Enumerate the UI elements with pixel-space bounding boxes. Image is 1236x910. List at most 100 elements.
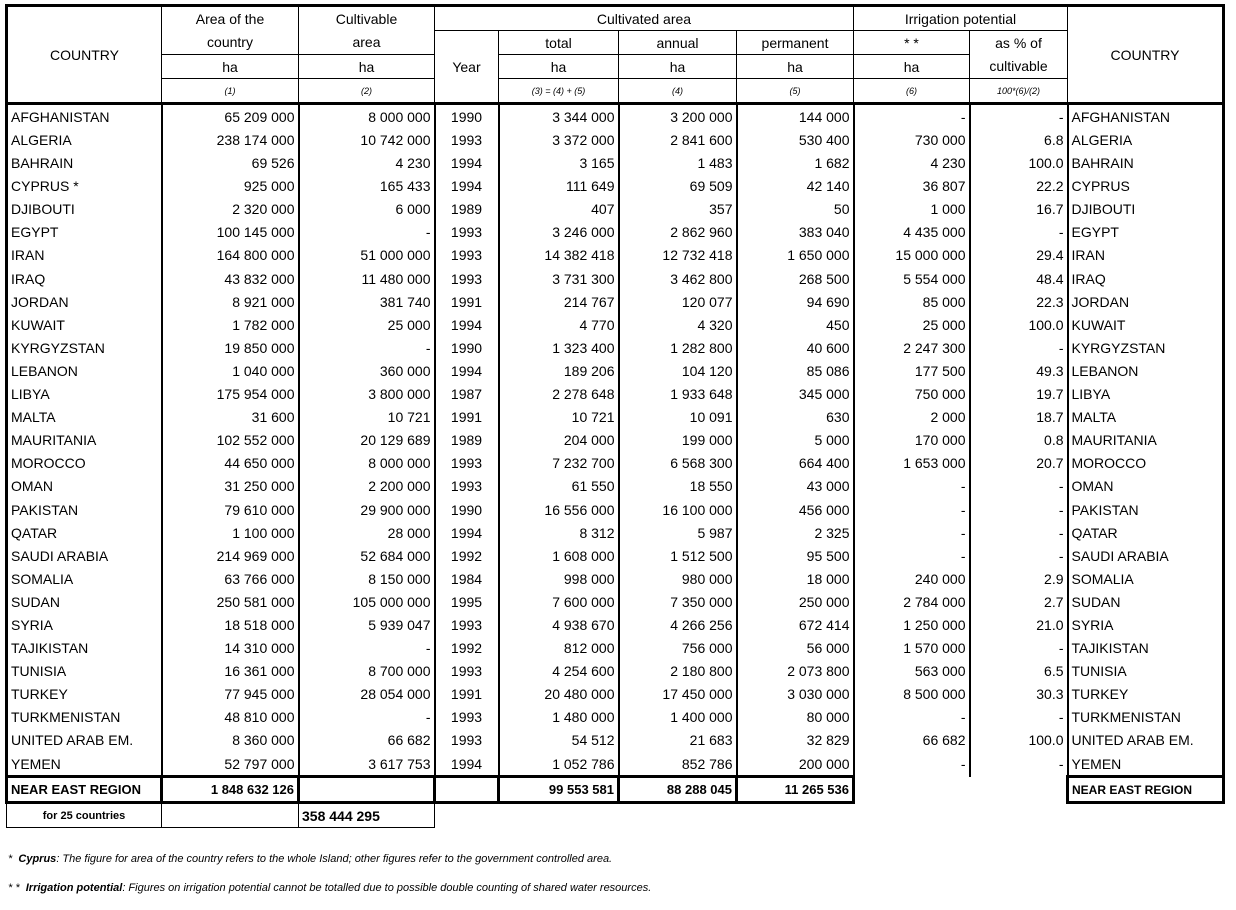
cell-total: 3 372 000 (497, 128, 620, 152)
cell-annual: 69 509 (617, 174, 738, 198)
cell-irrigation-ha: - (852, 497, 971, 522)
cell-irrigation-ha: 2 000 (852, 405, 971, 429)
table-row: SOMALIA 63 766 000 8 150 000 1984 998 000 980… (5, 567, 1225, 591)
cell-cultivable: 10 742 000 (297, 128, 436, 152)
cell-irrigation-pct: - (968, 474, 1069, 498)
footnote-mark: * (8, 853, 13, 865)
cell-irrigation-pct: 49.3 (968, 359, 1069, 383)
cell-country: QATAR (5, 521, 163, 545)
cell-total: 14 382 418 (497, 243, 620, 268)
cell-irrigation-pct: 30.3 (968, 682, 1069, 706)
cell-annual: 357 (617, 197, 738, 221)
cell-irrigation-pct: - (968, 103, 1069, 129)
table-row: YEMEN 52 797 000 3 617 753 1994 1 052 786 852… (5, 752, 1225, 777)
cell-country-right: MALTA (1066, 405, 1225, 429)
table-row: QATAR 1 100 000 28 000 1994 8 312 5 987 2 325-… (5, 521, 1225, 545)
cell-annual: 1 483 (617, 151, 738, 175)
cell-country: ALGERIA (5, 128, 163, 152)
cell-annual: 2 180 800 (617, 659, 738, 683)
cell-year: 1994 (433, 174, 499, 198)
cell-cultivable: 25 000 (297, 313, 436, 337)
cell-irrigation-pct: 2.7 (968, 590, 1069, 614)
cell-permanent: 456 000 (735, 497, 855, 522)
header-cultivable-line2: area (298, 30, 435, 56)
header-country: COUNTRY (5, 3, 162, 106)
cell-cultivable: 3 617 753 (297, 752, 436, 777)
cell-cultivable: 28 000 (297, 521, 436, 545)
cell-year: 1994 (433, 521, 499, 545)
cell-total: 3 344 000 (497, 103, 620, 129)
cell-year: 1994 (433, 752, 499, 777)
cell-irrigation-pct: 100.0 (968, 151, 1069, 175)
cell-irrigation-ha: - (852, 103, 971, 129)
cell-total: 204 000 (497, 428, 620, 452)
cell-irrigation-pct: 100.0 (968, 313, 1069, 337)
cell-irrigation-pct: 18.7 (968, 405, 1069, 429)
cell-irrigation-pct: 19.7 (968, 382, 1069, 406)
cell-total: 4 254 600 (497, 659, 620, 683)
cell-permanent: 345 000 (735, 382, 855, 406)
footnote-text: : The figure for area of the country ref… (56, 853, 613, 865)
cell-permanent: 672 414 (735, 613, 855, 637)
cell-annual: 1 282 800 (617, 336, 738, 360)
formula-5: (5) (736, 78, 854, 106)
cell-year: 1993 (433, 705, 499, 729)
cell-annual: 7 350 000 (617, 590, 738, 614)
footnote-lead: Irrigation potential (25, 882, 123, 894)
cell-annual: 16 100 000 (617, 497, 738, 522)
cell-cultivable: 3 800 000 (297, 382, 436, 406)
formula-6: (6) (853, 78, 970, 106)
cell-annual: 1 512 500 (617, 544, 738, 568)
cell-year: 1992 (433, 636, 499, 660)
cell-total: 407 (497, 197, 620, 221)
cell-year: 1991 (433, 682, 499, 706)
cell-area: 65 209 000 (160, 103, 300, 129)
cell-irrigation-pct: 6.5 (968, 659, 1069, 683)
cell-country-right: BAHRAIN (1066, 151, 1225, 175)
table-row: SYRIA 18 518 000 5 939 047 1993 4 938 670 4 2… (5, 613, 1225, 637)
cell-year: 1989 (433, 428, 499, 452)
cell-total: 7 600 000 (497, 590, 620, 614)
cell-year: 1993 (433, 474, 499, 498)
cell-area: 63 766 000 (160, 567, 300, 591)
land-and-water-table: COUNTRY Area of the Cultivable Cultivate… (5, 3, 1225, 829)
cell-irrigation-ha: 4 435 000 (852, 220, 971, 244)
cell-country: KYRGYZSTAN (5, 336, 163, 360)
table-row: EGYPT 100 145 000-1993 3 246 000 2 862 960 3… (5, 220, 1225, 244)
cell-irrigation-ha: - (852, 752, 971, 777)
subtotal-label: for 25 countries (6, 802, 162, 829)
cell-year: 1990 (433, 103, 499, 129)
cell-country-right: QATAR (1066, 521, 1225, 545)
cell-irrigation-ha: 170 000 (852, 428, 971, 452)
cell-area: 2 320 000 (160, 197, 300, 221)
cell-country: KUWAIT (5, 313, 163, 337)
cell-country: MOROCCO (5, 451, 163, 475)
cell-annual: 4 320 (617, 313, 738, 337)
cell-irrigation-ha: 85 000 (852, 290, 971, 314)
cell-irrigation-ha: 563 000 (852, 659, 971, 683)
unit-irrigation: ha (853, 54, 970, 80)
table-row: TUNISIA 16 361 000 8 700 000 1993 4 254 600 2… (5, 659, 1225, 683)
cell-area: 8 921 000 (160, 290, 300, 314)
unit-area: ha (161, 54, 299, 80)
cell-country: BAHRAIN (5, 151, 163, 175)
table-row: OMAN 31 250 000 2 200 000 1993 61 550 18 550 4… (5, 474, 1225, 498)
region-area: 1 848 632 126 (160, 775, 300, 805)
cell-year: 1993 (433, 659, 499, 683)
cell-country: IRAN (5, 243, 163, 268)
cell-annual: 18 550 (617, 474, 738, 498)
header-irrigation-potential: Irrigation potential (853, 3, 1068, 32)
cell-permanent: 40 600 (735, 336, 855, 360)
cell-country-right: OMAN (1066, 474, 1225, 498)
header-country-right: COUNTRY (1067, 3, 1225, 106)
cell-country: LEBANON (5, 359, 163, 383)
cell-area: 31 250 000 (160, 474, 300, 498)
region-total: 99 553 581 (497, 775, 620, 805)
cell-irrigation-pct: 48.4 (968, 267, 1069, 291)
cell-area: 238 174 000 (160, 128, 300, 152)
cell-irrigation-ha: - (852, 521, 971, 545)
cell-total: 3 731 300 (497, 267, 620, 291)
header-irrigation-ha: * * (853, 30, 970, 56)
unit-total: ha (498, 54, 619, 80)
cell-country-right: SUDAN (1066, 590, 1225, 614)
